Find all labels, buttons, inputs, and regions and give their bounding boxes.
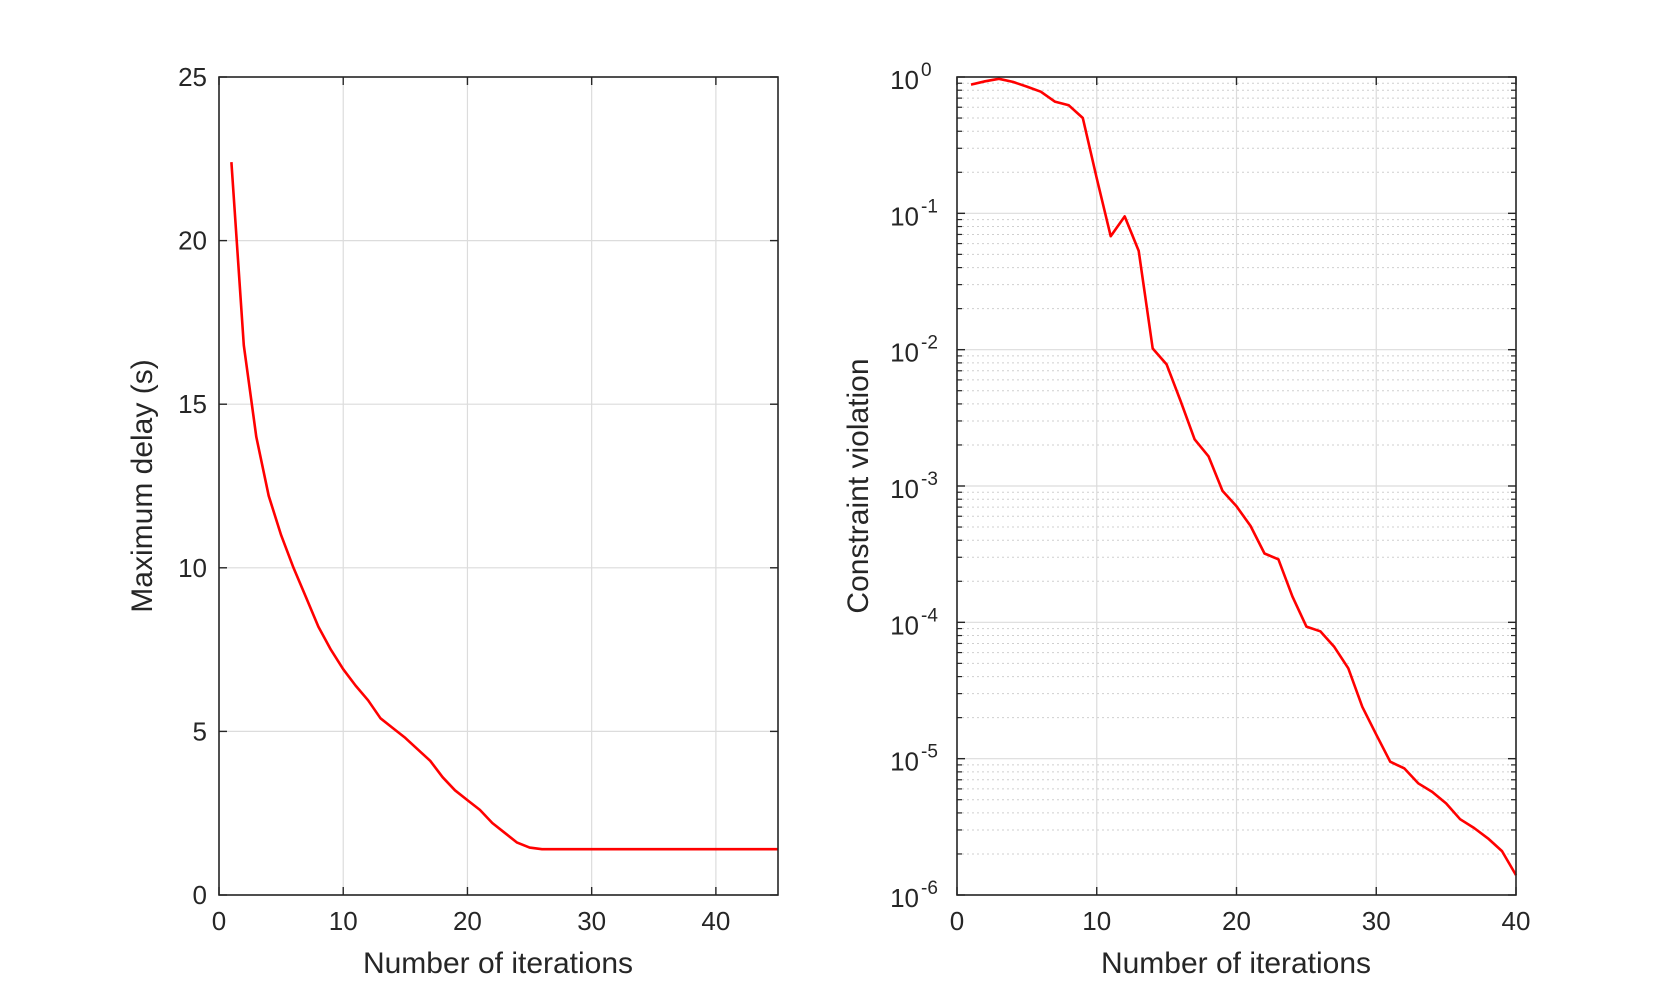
y-tick-label-exponent: -5 <box>921 742 938 763</box>
y-tick-label: 10 <box>178 553 207 583</box>
y-tick-label-base: 10 <box>890 201 919 231</box>
y-tick-label-base: 10 <box>890 610 919 640</box>
xtick-labels-constraint-violation: 0 10 20 30 40 <box>950 906 1531 936</box>
x-axis-label-max-delay: Number of iterations <box>363 947 633 980</box>
x-tick-label: 10 <box>329 906 358 936</box>
x-tick-label: 40 <box>701 906 730 936</box>
y-tick-label-exponent: -2 <box>921 333 938 354</box>
y-tick-label-exponent: -4 <box>921 605 938 626</box>
y-tick-label: 20 <box>178 226 207 256</box>
series-line-max-delay <box>230 162 778 851</box>
y-tick-label: 0 <box>193 880 207 910</box>
x-tick-label: 20 <box>453 906 482 936</box>
ticks-max-delay <box>218 76 778 896</box>
y-tick-label-exponent: 0 <box>921 60 932 81</box>
x-tick-label: 0 <box>212 906 226 936</box>
x-tick-label: 40 <box>1502 906 1531 936</box>
x-tick-label: 0 <box>950 906 964 936</box>
x-tick-label: 30 <box>577 906 606 936</box>
x-tick-label: 30 <box>1362 906 1391 936</box>
y-tick-label-base: 10 <box>890 338 919 368</box>
y-axis-label-max-delay: Maximum delay (s) <box>126 359 159 612</box>
y-tick-label: 10 -6 <box>890 878 938 913</box>
y-tick-label-base: 10 <box>890 883 919 913</box>
y-tick-label: 10 -4 <box>890 605 938 640</box>
y-tick-label: 10 -3 <box>890 469 938 504</box>
series-line-constraint-violation <box>970 77 1518 876</box>
chart-max-delay: 0 10 20 30 40 0 5 10 15 20 25 Number of iteration… <box>126 62 779 980</box>
y-tick-label-exponent: -1 <box>921 196 938 217</box>
y-axis-label-constraint-violation: Constraint violation <box>842 358 875 613</box>
x-tick-label: 20 <box>1222 906 1251 936</box>
y-tick-label: 5 <box>193 716 207 746</box>
y-tick-label-exponent: -6 <box>921 878 938 899</box>
xtick-labels-max-delay: 0 10 20 30 40 <box>212 906 731 936</box>
y-tick-label: 15 <box>178 389 207 419</box>
y-tick-label: 25 <box>178 62 207 92</box>
ytick-labels-max-delay: 0 5 10 15 20 25 <box>178 62 207 910</box>
ticks-constraint-violation <box>956 76 1517 896</box>
y-tick-label: 10 -1 <box>890 196 938 231</box>
y-tick-label: 10 0 <box>890 60 932 95</box>
axes-box-max-delay <box>218 76 779 896</box>
x-axis-label-constraint-violation: Number of iterations <box>1101 947 1371 980</box>
y-tick-label-base: 10 <box>890 65 919 95</box>
y-tick-label-base: 10 <box>890 474 919 504</box>
y-tick-label: 10 -2 <box>890 333 938 368</box>
x-tick-label: 10 <box>1082 906 1111 936</box>
y-tick-label: 10 -5 <box>890 742 938 777</box>
y-tick-label-exponent: -3 <box>921 469 938 490</box>
y-tick-label-base: 10 <box>890 747 919 777</box>
plot-area-max-delay <box>219 77 778 895</box>
